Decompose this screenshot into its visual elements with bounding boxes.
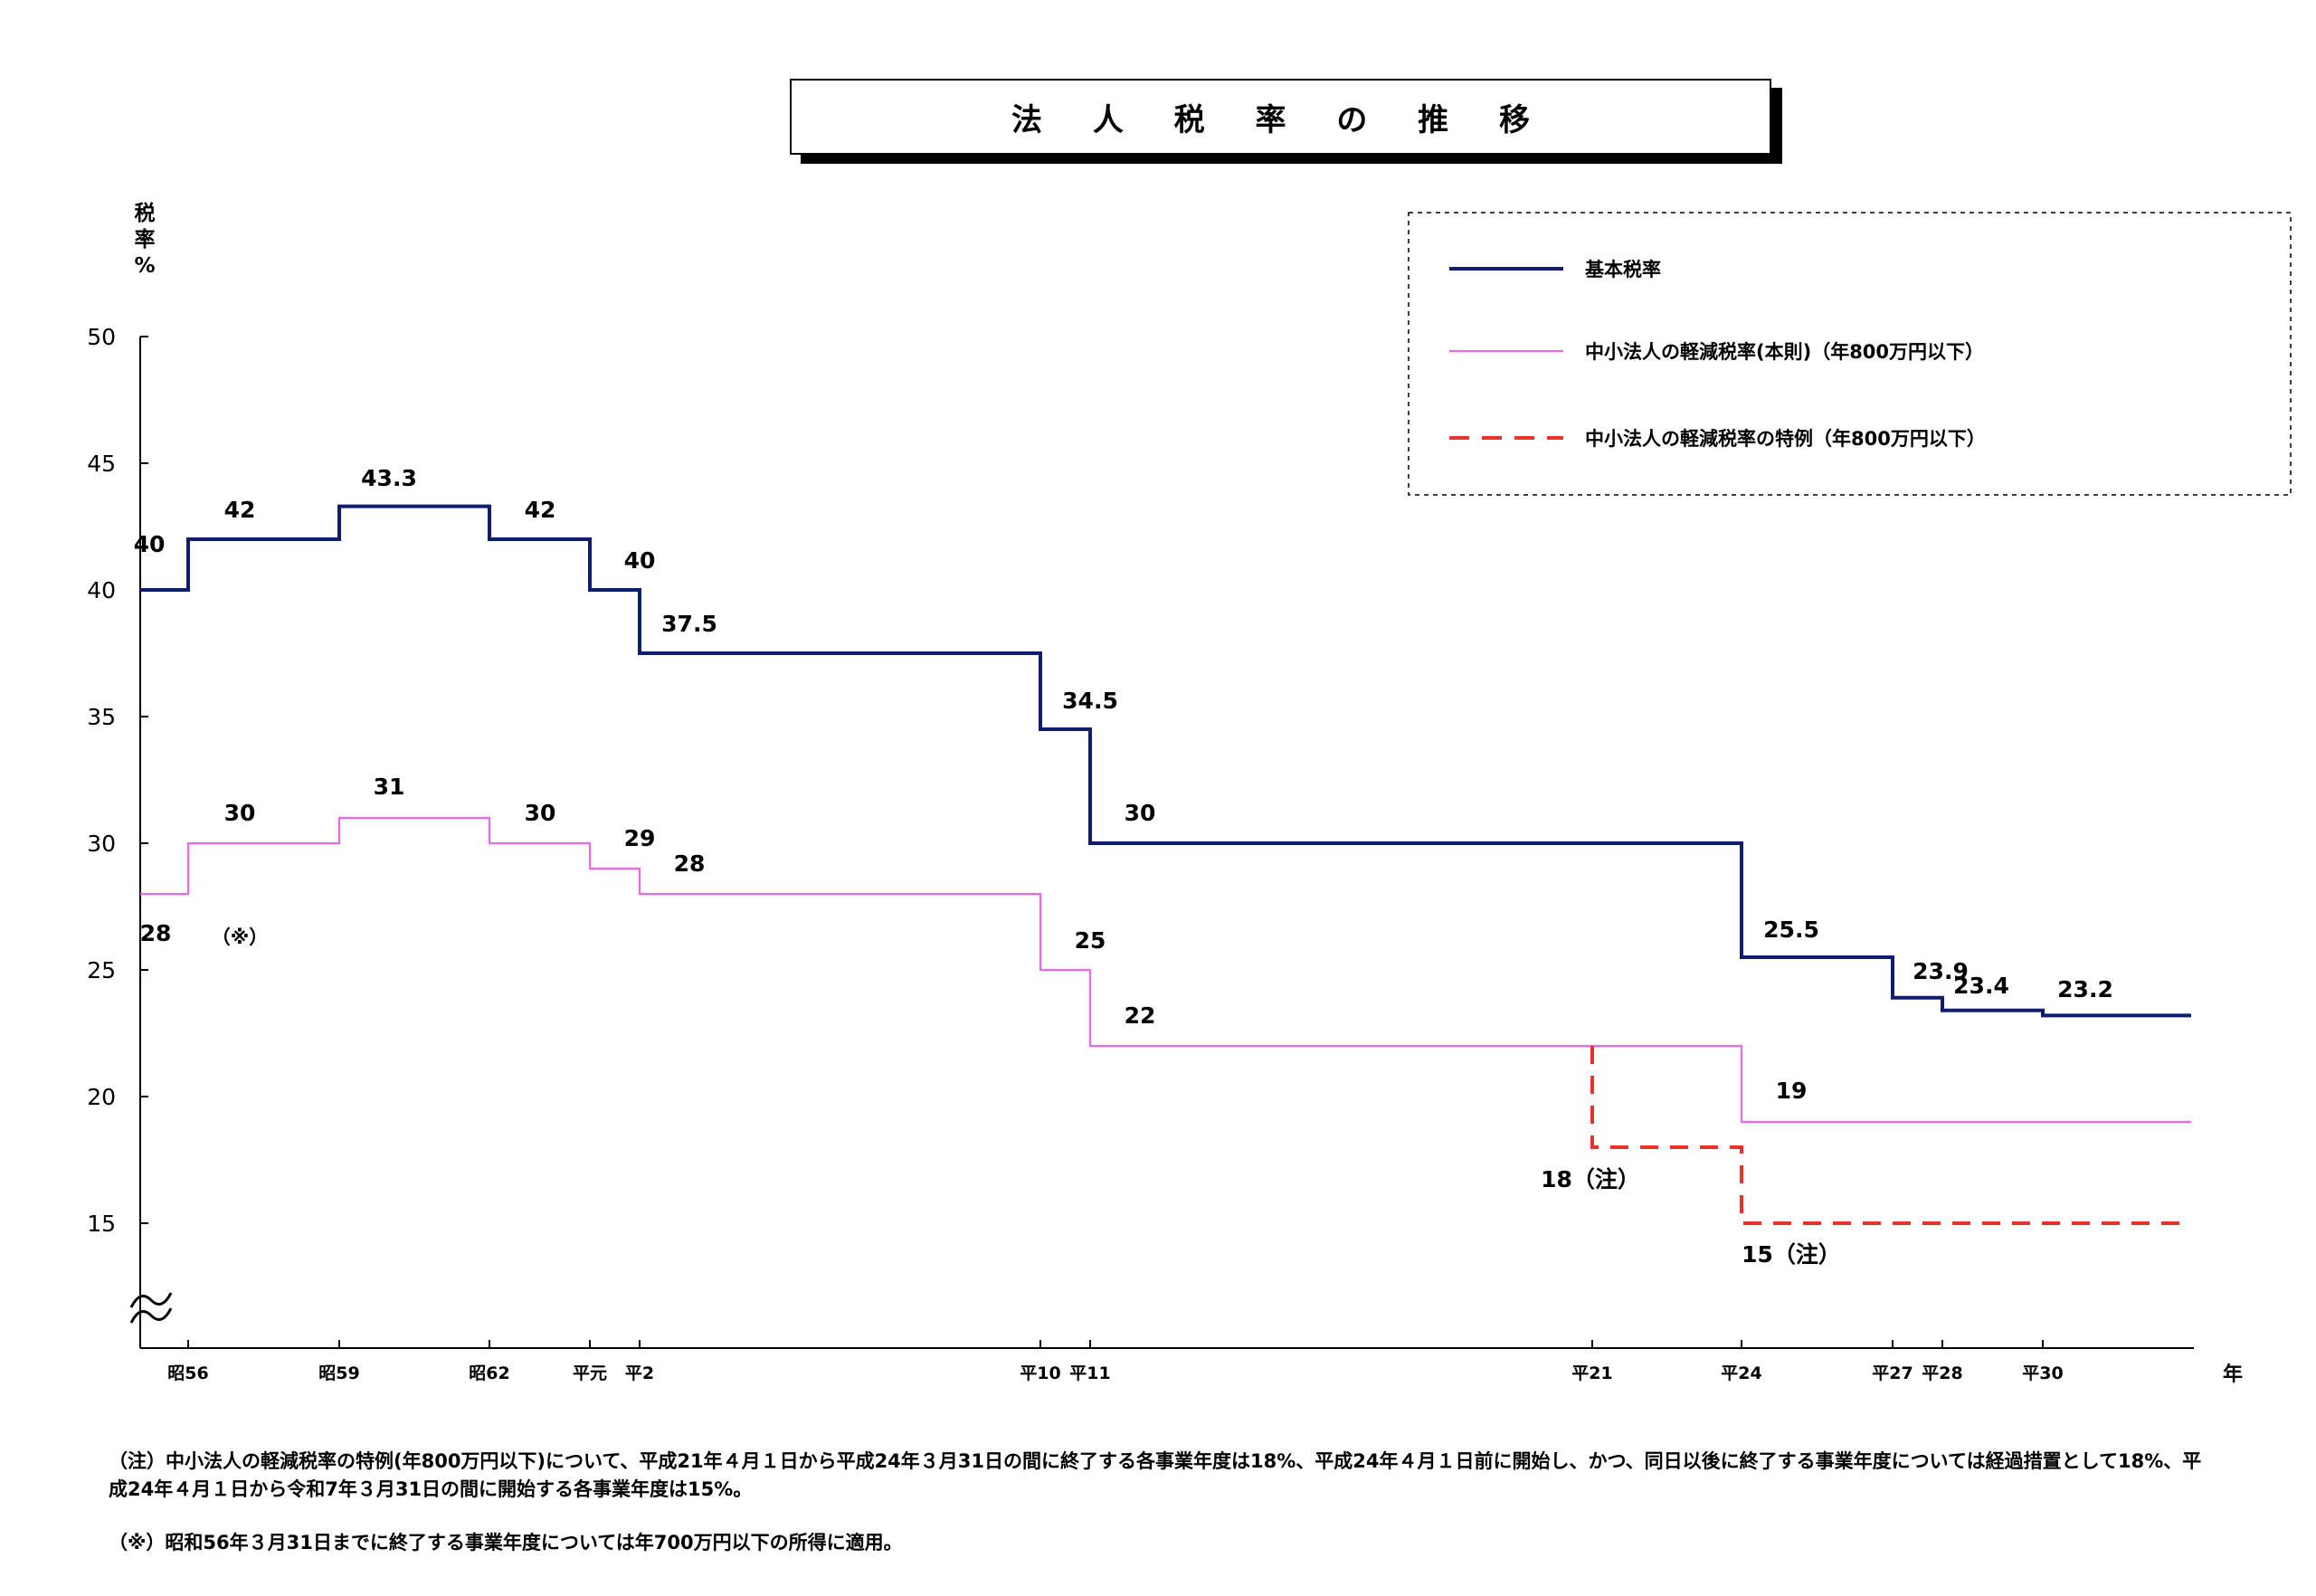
y-tick-label: 45 <box>87 451 116 477</box>
legend-label: 中小法人の軽減税率の特例（年800万円以下） <box>1585 428 1986 450</box>
x-tick-label: 昭62 <box>469 1363 509 1383</box>
data-label-basic-rate: 42 <box>224 497 256 523</box>
data-label-basic-rate: 43.3 <box>361 465 417 491</box>
data-label-basic-rate: 40 <box>624 547 656 574</box>
x-tick-label: 平21 <box>1571 1363 1612 1383</box>
x-axis-label: 年 <box>2223 1363 2243 1386</box>
data-label-basic-rate: 42 <box>525 497 556 523</box>
series-line-basic-rate <box>140 504 2191 1018</box>
x-tick-label: 平10 <box>1020 1363 1060 1383</box>
x-tick-label: 平27 <box>1872 1363 1913 1383</box>
data-label-basic-rate: 23.4 <box>1953 973 2009 999</box>
data-label-basic-rate: 23.2 <box>2057 976 2113 1002</box>
data-label-basic-rate: 25.5 <box>1763 917 1819 943</box>
series-line-sme-special-rate <box>1590 1046 2191 1225</box>
series-line-sme-reduced-rate <box>140 816 2191 1124</box>
data-label-sme-reduced-rate: 19 <box>1776 1078 1808 1104</box>
data-label-sme-reduced-rate: 28 <box>140 920 172 946</box>
data-label-basic-rate: 40 <box>134 531 166 557</box>
y-tick-label: 20 <box>87 1084 116 1110</box>
data-label-sme-reduced-rate: 28 <box>674 850 706 877</box>
data-label-sme-reduced-rate: 31 <box>374 774 405 800</box>
annotation-asterisk: （※） <box>212 926 268 948</box>
x-tick-label: 平30 <box>2022 1363 2063 1383</box>
data-label-sme-reduced-rate: 30 <box>525 800 556 826</box>
data-label-basic-rate: 34.5 <box>1062 688 1118 714</box>
y-tick-label: 50 <box>87 324 116 350</box>
y-axis-label: % <box>134 254 155 278</box>
data-label-sme-reduced-rate: 30 <box>224 800 256 826</box>
y-tick-label: 35 <box>87 704 116 730</box>
x-tick-label: 平28 <box>1922 1363 1962 1383</box>
y-axis-label: 税 <box>135 201 156 225</box>
x-tick-label: 昭59 <box>318 1363 359 1383</box>
data-label-basic-rate: 30 <box>1125 800 1156 826</box>
y-tick-label: 40 <box>87 577 116 603</box>
data-label-sme-reduced-rate: 25 <box>1075 927 1106 954</box>
data-label-basic-rate: 23.9 <box>1913 958 1969 984</box>
x-tick-label: 平24 <box>1721 1363 1761 1383</box>
data-label-sme-special-rate: 18（注） <box>1541 1166 1640 1192</box>
x-tick-label: 昭56 <box>167 1363 208 1383</box>
axis-break-mark <box>129 1307 173 1324</box>
footnote-asterisk: （※）昭和56年３月31日までに終了する事業年度については年700万円以下の所得… <box>109 1532 903 1553</box>
axis-break-mark <box>129 1292 173 1308</box>
legend-box <box>1408 212 2292 496</box>
y-tick-label: 30 <box>87 831 116 857</box>
x-tick-label: 平11 <box>1069 1363 1110 1383</box>
legend-label: 中小法人の軽減税率(本則)（年800万円以下） <box>1585 341 1984 363</box>
x-tick-label: 平元 <box>573 1363 607 1383</box>
chart-title: 法 人 税 率 の 推 移 <box>790 79 1771 155</box>
legend-label: 基本税率 <box>1585 259 1661 280</box>
y-tick-label: 15 <box>87 1211 116 1237</box>
y-axis-label: 率 <box>135 227 156 252</box>
x-tick-label: 平2 <box>625 1363 654 1383</box>
y-tick-label: 25 <box>87 957 116 983</box>
data-label-sme-special-rate: 15（注） <box>1742 1241 1841 1268</box>
data-label-sme-reduced-rate: 29 <box>624 825 656 851</box>
data-label-sme-reduced-rate: 22 <box>1125 1002 1156 1029</box>
footnote-note: （注）中小法人の軽減税率の特例(年800万円以下)について、平成21年４月１日か… <box>109 1450 2202 1500</box>
data-label-basic-rate: 37.5 <box>661 611 717 637</box>
